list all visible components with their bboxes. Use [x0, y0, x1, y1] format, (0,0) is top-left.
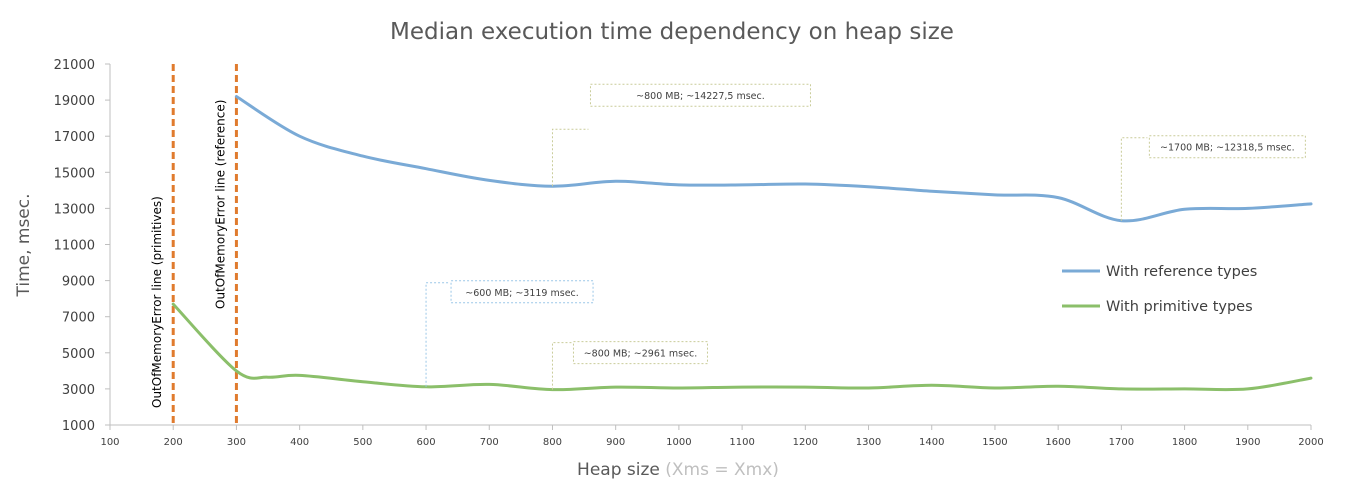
x-tick-label: 1300	[856, 437, 881, 448]
y-tick-label: 13000	[54, 202, 95, 217]
annotation-label: ~800 MB; ~14227,5 msec.	[636, 91, 765, 102]
series-group	[171, 95, 1313, 392]
annotation-label: ~1700 MB; ~12318,5 msec.	[1160, 143, 1295, 154]
annotation-label: ~800 MB; ~2961 msec.	[584, 349, 698, 360]
x-axis-label: Heap size (Xms = Xmx)	[577, 460, 779, 480]
x-tick-label: 2000	[1298, 437, 1323, 448]
oom-line-label: OutOfMemoryError line (reference)	[213, 100, 227, 309]
annotation-leader	[551, 128, 589, 187]
annotation-leader	[1120, 137, 1148, 221]
x-tick-label: 1100	[729, 437, 754, 448]
y-tick-label: 1000	[62, 419, 95, 434]
x-tick-label: 1200	[793, 437, 818, 448]
x-tick-label: 100	[100, 437, 119, 448]
annotation-label: ~600 MB; ~3119 msec.	[465, 288, 579, 299]
x-tick-label: 1600	[1045, 437, 1070, 448]
legend-label: With primitive types	[1106, 299, 1253, 315]
y-tick-label: 15000	[54, 166, 95, 181]
series-line-1	[171, 302, 1313, 392]
x-axis-label-sub: (Xms = Xmx)	[660, 460, 779, 480]
y-tick-label: 3000	[62, 383, 95, 398]
x-axis-label-main: Heap size	[577, 460, 660, 480]
x-tick-label: 600	[417, 437, 436, 448]
x-tick-label: 500	[353, 437, 372, 448]
x-tick-label: 1700	[1109, 437, 1134, 448]
annotations: ~800 MB; ~14227,5 msec. ~1700 MB; ~12318,…	[425, 83, 1306, 390]
y-tick-label: 19000	[54, 94, 95, 109]
annotation-leader	[551, 342, 572, 390]
y-axis-label: Time, msec.	[14, 193, 34, 297]
x-tick-label: 900	[606, 437, 625, 448]
y-tick-label: 21000	[54, 58, 95, 73]
y-tick-label: 11000	[54, 239, 95, 254]
annotation-box	[1148, 135, 1306, 159]
y-tick-label: 7000	[62, 311, 95, 326]
annotation-box	[450, 280, 594, 304]
x-tick-label: 1900	[1235, 437, 1260, 448]
x-tick-label: 1500	[982, 437, 1007, 448]
y-tick-label: 9000	[62, 275, 95, 290]
x-tick-label: 400	[290, 437, 309, 448]
x-tick-label: 800	[543, 437, 562, 448]
legend-label: With reference types	[1106, 264, 1257, 280]
x-tick-label: 700	[480, 437, 499, 448]
axes: 1000 3000 5000 7000 9000 11000 13000 15000 17000…	[54, 58, 1324, 448]
annotation-box	[589, 83, 811, 107]
y-tick-label: 5000	[62, 347, 95, 362]
annotation-box	[572, 341, 708, 365]
legend: With reference types With primitive types	[1062, 264, 1257, 315]
x-tick-label: 1400	[919, 437, 944, 448]
x-tick-label: 1000	[666, 437, 691, 448]
x-tick-label: 200	[164, 437, 183, 448]
oom-line-label: OutOfMemoryError line (primitives)	[150, 196, 164, 408]
chart-title: Median execution time dependency on heap…	[390, 19, 954, 45]
x-tick-label: 300	[227, 437, 246, 448]
x-tick-label: 1800	[1172, 437, 1197, 448]
series-line-0	[234, 95, 1313, 223]
oom-lines: OutOfMemoryError line (primitives) OutOfM…	[150, 64, 238, 425]
annotation-leader	[425, 282, 450, 387]
y-tick-label: 17000	[54, 130, 95, 145]
